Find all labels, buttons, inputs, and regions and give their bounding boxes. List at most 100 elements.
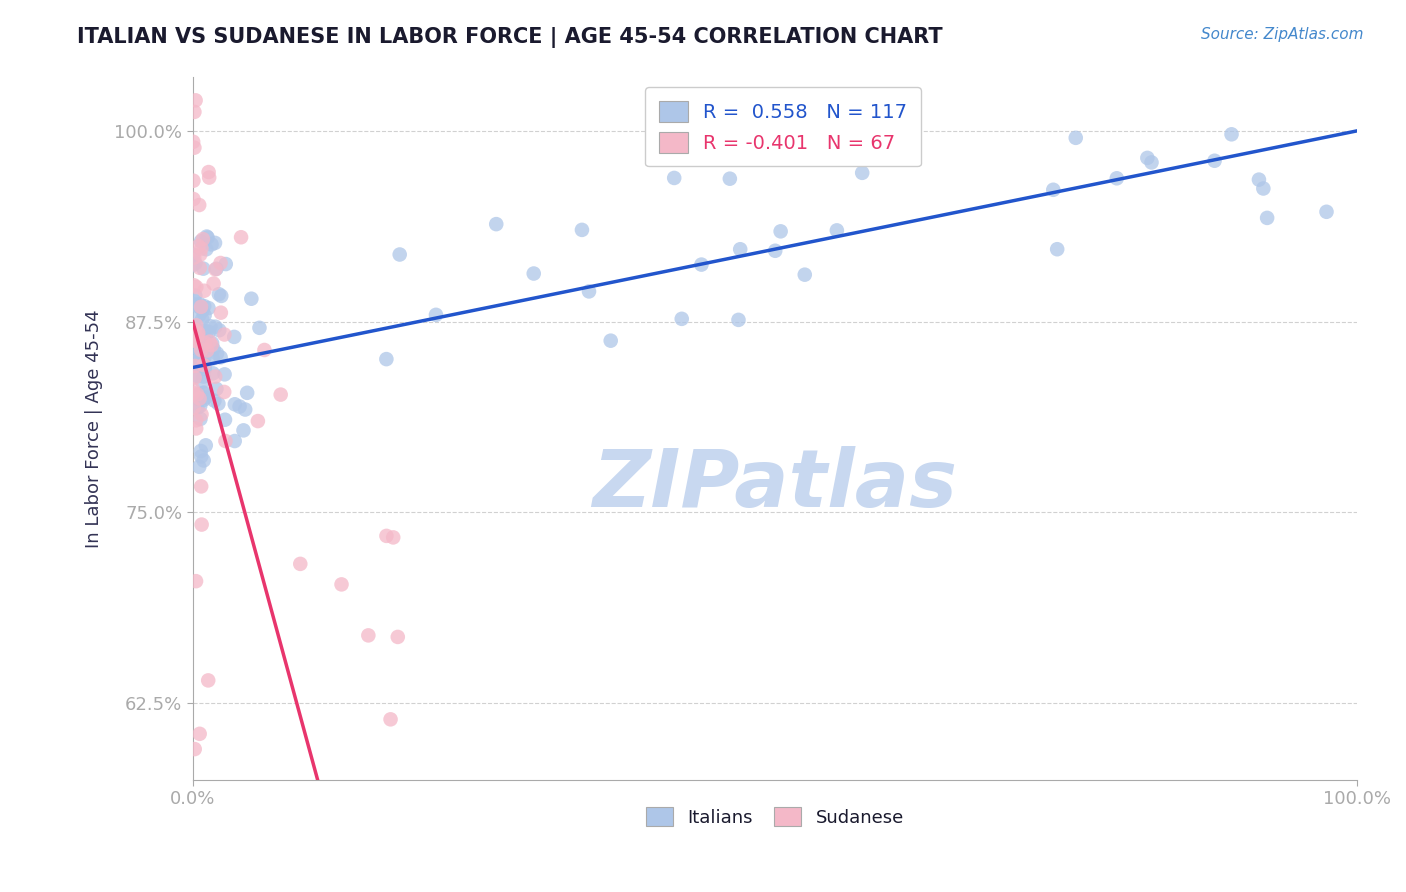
Point — [212, 384, 235, 399]
Point — [183, 350, 205, 364]
Point — [224, 434, 246, 448]
Point — [769, 224, 792, 238]
Point — [246, 414, 269, 428]
Point — [183, 278, 205, 293]
Point — [194, 308, 217, 322]
Point — [1136, 151, 1159, 165]
Point — [183, 318, 205, 333]
Point — [183, 141, 205, 155]
Point — [183, 742, 205, 756]
Point — [727, 313, 749, 327]
Point — [181, 382, 204, 396]
Point — [253, 343, 276, 357]
Point — [197, 301, 219, 315]
Point — [728, 242, 751, 256]
Point — [193, 284, 215, 298]
Point — [201, 351, 224, 366]
Point — [1220, 128, 1243, 142]
Point — [204, 235, 226, 250]
Point — [240, 292, 263, 306]
Point — [195, 343, 218, 358]
Point — [763, 244, 786, 258]
Point — [209, 256, 232, 270]
Point — [184, 288, 207, 302]
Point — [1256, 211, 1278, 225]
Point — [190, 479, 212, 493]
Point — [191, 232, 214, 246]
Point — [190, 300, 212, 314]
Point — [190, 450, 212, 464]
Point — [200, 338, 222, 352]
Point — [191, 359, 214, 374]
Point — [198, 325, 221, 339]
Point — [204, 262, 226, 277]
Point — [193, 299, 215, 313]
Point — [184, 370, 207, 384]
Point — [184, 359, 207, 373]
Point — [181, 385, 204, 400]
Point — [195, 229, 218, 244]
Point — [330, 577, 353, 591]
Point — [193, 369, 215, 384]
Point — [200, 319, 222, 334]
Point — [188, 308, 211, 322]
Point — [181, 258, 204, 272]
Point — [193, 339, 215, 353]
Point — [193, 358, 215, 372]
Point — [425, 308, 447, 322]
Point — [197, 165, 219, 179]
Point — [183, 334, 205, 348]
Point — [188, 297, 211, 311]
Point — [1064, 131, 1087, 145]
Point — [194, 328, 217, 343]
Point — [1315, 204, 1337, 219]
Point — [229, 230, 252, 244]
Legend: Italians, Sudanese: Italians, Sudanese — [638, 799, 911, 834]
Point — [382, 530, 405, 544]
Point — [205, 261, 228, 276]
Point — [188, 198, 211, 212]
Point — [194, 391, 217, 405]
Point — [188, 326, 211, 341]
Point — [194, 324, 217, 338]
Point — [249, 321, 271, 335]
Point — [208, 323, 231, 337]
Point — [184, 256, 207, 270]
Point — [188, 459, 211, 474]
Point — [183, 174, 205, 188]
Point — [1253, 181, 1275, 195]
Point — [485, 217, 508, 231]
Point — [204, 369, 226, 384]
Point — [187, 239, 209, 253]
Point — [194, 438, 217, 452]
Point — [380, 712, 402, 726]
Point — [184, 93, 207, 107]
Point — [290, 557, 312, 571]
Point — [187, 392, 209, 406]
Point — [183, 369, 205, 384]
Point — [664, 170, 686, 185]
Point — [214, 368, 236, 382]
Point — [190, 348, 212, 362]
Point — [188, 727, 211, 741]
Point — [207, 397, 229, 411]
Point — [193, 261, 215, 276]
Point — [578, 285, 600, 299]
Point — [1105, 171, 1128, 186]
Point — [183, 322, 205, 336]
Point — [186, 359, 208, 373]
Point — [191, 303, 214, 318]
Point — [184, 320, 207, 334]
Point — [825, 223, 848, 237]
Point — [190, 242, 212, 256]
Point — [190, 235, 212, 249]
Point — [214, 327, 236, 342]
Point — [200, 237, 222, 252]
Point — [183, 251, 205, 265]
Point — [184, 413, 207, 427]
Point — [186, 387, 208, 401]
Text: Source: ZipAtlas.com: Source: ZipAtlas.com — [1201, 27, 1364, 42]
Point — [201, 367, 224, 381]
Point — [205, 346, 228, 360]
Point — [190, 444, 212, 458]
